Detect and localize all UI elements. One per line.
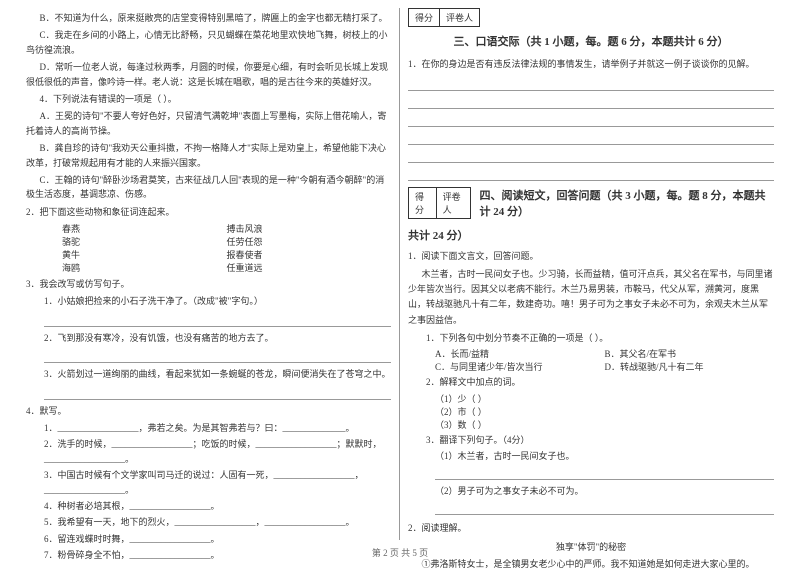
answer-blank[interactable] — [435, 466, 774, 480]
answer-blank[interactable] — [44, 386, 391, 400]
pair3-left: 黄牛 — [62, 248, 227, 261]
q3-1: 1．小姑娘把捡来的小石子洗干净了。（改成"被"字句。） — [44, 294, 391, 308]
page-footer: 第 2 页 共 5 页 — [0, 546, 800, 559]
match-pairs: 春燕 骆驼 黄牛 海鸥 搏击风浪 任劳任怨 报春使者 任重道远 — [26, 222, 391, 274]
right-column: 得分 评卷人 三、口语交际（共 1 小题，每。题 6 分，本题共计 6 分） 1… — [400, 8, 782, 540]
r1q2-1: （1）少（ ） — [408, 392, 774, 405]
answer-blank[interactable] — [44, 349, 391, 363]
r2-head: 2．阅读理解。 — [408, 521, 774, 535]
q4-opt-b: B．龚自珍的诗句"我劝天公重抖擞，不拘一格降人才"实际上是劝皇上，希望他能下决心… — [26, 141, 391, 170]
q4w-3: 3．中国古时候有个文学家叫司马迁的说过：人固有一死，______________… — [44, 468, 391, 497]
sec3-q1: 1．在你的身边是否有违反法律法规的事情发生，请举例子并就这一例子谈谈你的见解。 — [408, 57, 774, 71]
pair4-right: 任重道远 — [227, 261, 392, 274]
option-b: B．不知道为什么，原来挺敞亮的店堂变得特别黑暗了，牌匾上的金字也都无精打采了。 — [26, 11, 391, 25]
r1q1-b: B．其父名/在军书 — [605, 347, 775, 360]
pair4-left: 海鸥 — [62, 261, 227, 274]
grader-label: 评卷人 — [440, 9, 479, 26]
q4-opt-a: A．王冕的诗句"不要人夸好色好，只留清气满乾坤"表面上写墨梅，实际上借花喻人，寄… — [26, 109, 391, 138]
left-column: B．不知道为什么，原来挺敞亮的店堂变得特别黑暗了，牌匾上的金字也都无精打采了。 … — [18, 8, 400, 540]
option-c: C．我走在乡间的小路上，心情无比舒畅，只见蝴蝶在菜花地里欢快地飞舞，树枝上的小鸟… — [26, 28, 391, 57]
option-d: D．常听一位老人说，每逢过秋两季，月圆的时候，你要是心细，有时会听见长城上发现很… — [26, 60, 391, 89]
score-label: 得分 — [409, 188, 437, 218]
pair3-right: 报春使者 — [227, 248, 392, 261]
q4w-5: 5．我希望有一天，地下的烈火，__________________，______… — [44, 515, 391, 529]
r1q3-1: （1）木兰者，古时一民间女子也。 — [408, 449, 774, 462]
r1q2: 2．解释文中加点的词。 — [426, 375, 774, 389]
q3-2: 2．飞到那没有寒冷，没有饥饿，也没有痛苦的地方去了。 — [44, 331, 391, 345]
r1q1: 1．下列各句中划分节奏不正确的一项是（ ）。 — [426, 331, 774, 345]
r1q2-3: （3）数（ ） — [408, 418, 774, 431]
pair2-right: 任劳任怨 — [227, 235, 392, 248]
q4-opt-c: C．王翰的诗句"醉卧沙场君莫笑，古来征战几人回"表现的是一种"今朝有酒今朝醉"的… — [26, 173, 391, 202]
q4-stem: 4．下列说法有错误的一项是（ ）。 — [26, 92, 391, 106]
pair2-left: 骆驼 — [62, 235, 227, 248]
answer-blank[interactable] — [44, 313, 391, 327]
q4w-1: 1．__________________，弗若之矣。为是其智弗若与？曰：____… — [44, 421, 391, 435]
q4w-6: 6．留连戏蝶时时舞，__________________。 — [44, 532, 391, 546]
pair1-left: 春燕 — [62, 222, 227, 235]
q4-write-head: 4．默写。 — [26, 404, 391, 418]
r1q1-a: A．长而/益精 — [435, 347, 605, 360]
r1q1-d: D．转战驱驰/凡十有二年 — [605, 360, 775, 373]
r1-head: 1．阅读下面文言文，回答问题。 — [408, 249, 774, 263]
passage-text: 木兰者，古时一民间女子也。少习骑，长而益精，值可汗点兵，其父名在军书，与同里诸少… — [408, 267, 774, 328]
grader-label: 评卷人 — [437, 188, 471, 218]
q4w-2: 2．洗手的时候，__________________；吃饭的时候，_______… — [44, 437, 391, 466]
score-box: 得分 评卷人 — [408, 8, 480, 27]
q4w-4: 4．种树者必培其根，__________________。 — [44, 499, 391, 513]
pair1-right: 搏击风浪 — [227, 222, 392, 235]
answer-area[interactable] — [408, 77, 774, 181]
answer-blank[interactable] — [435, 501, 774, 515]
r1q3-2: （2）男子可为之事女子未必不可为。 — [408, 484, 774, 497]
q2-head: 2．把下面这些动物和象征词连起来。 — [26, 205, 391, 219]
r1q1-c: C．与同里诸少年/皆次当行 — [435, 360, 605, 373]
score-label: 得分 — [409, 9, 440, 26]
q3-3: 3．火箭划过一道绚丽的曲线，看起来犹如一条蜿蜒的苍龙，瞬间便消失在了苍穹之中。 — [44, 367, 391, 381]
section4-title: 四、阅读短文，回答问题（共 3 小题，每。题 8 分，本题共计 24 分） — [479, 187, 774, 219]
q3-head: 3．我会改写或仿写句子。 — [26, 277, 391, 291]
score-box: 得分 评卷人 — [408, 187, 471, 219]
r1q3: 3．翻译下列句子。（4分） — [426, 433, 774, 447]
section4-sub: 共计 24 分） — [408, 227, 774, 243]
r1q2-2: （2）市（ ） — [408, 405, 774, 418]
section3-title: 三、口语交际（共 1 小题，每。题 6 分，本题共计 6 分） — [408, 33, 774, 49]
